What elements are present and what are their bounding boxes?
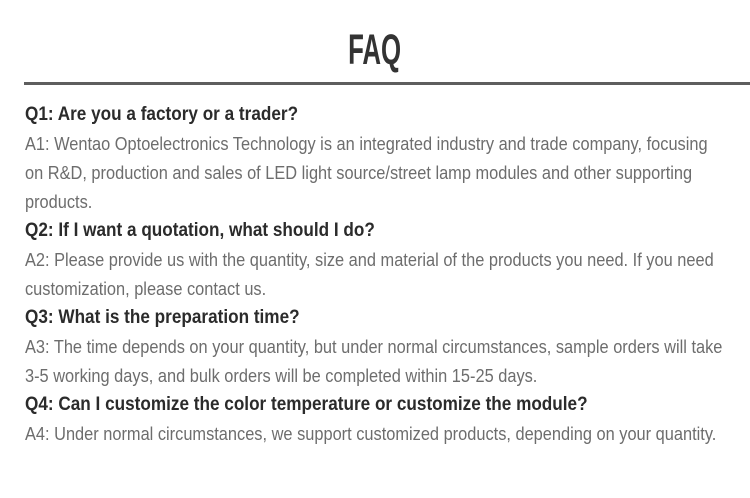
faq-question-3: Q3: What is the preparation time?: [25, 306, 300, 328]
faq-list: Q1: Are you a factory or a trader? A1: W…: [25, 100, 730, 448]
faq-item-2: Q2: If I want a quotation, what should I…: [25, 216, 730, 303]
faq-item-3: Q3: What is the preparation time? A3: Th…: [25, 303, 730, 390]
faq-question-1: Q1: Are you a factory or a trader?: [25, 103, 299, 125]
faq-item-1: Q1: Are you a factory or a trader? A1: W…: [25, 100, 730, 216]
page-title: FAQ: [348, 26, 402, 74]
faq-answer-4: A4: Under normal circumstances, we suppo…: [25, 423, 717, 444]
faq-answer-3: A3: The time depends on your quantity, b…: [25, 336, 723, 386]
faq-answer-2: A2: Please provide us with the quantity,…: [25, 249, 714, 299]
faq-answer-1: A1: Wentao Optoelectronics Technology is…: [25, 133, 708, 212]
header-divider: [24, 82, 750, 85]
faq-question-4: Q4: Can I customize the color temperatur…: [25, 393, 588, 415]
faq-question-2: Q2: If I want a quotation, what should I…: [25, 219, 375, 241]
faq-header: FAQ: [0, 0, 750, 85]
faq-item-4: Q4: Can I customize the color temperatur…: [25, 390, 730, 448]
